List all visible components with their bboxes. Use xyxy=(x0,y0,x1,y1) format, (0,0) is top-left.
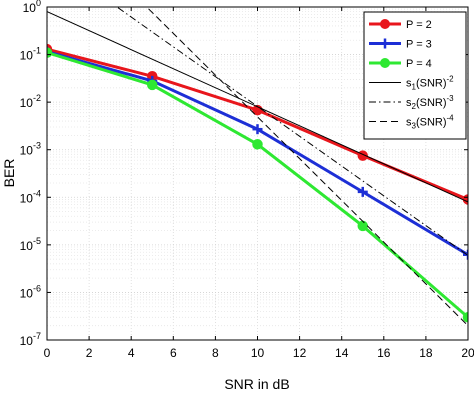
series-2-point xyxy=(357,186,368,197)
x-tick-label: 2 xyxy=(86,346,93,360)
x-tick-label: 14 xyxy=(335,346,349,360)
y-axis-label: BER xyxy=(1,159,17,188)
series-2-point xyxy=(252,124,263,135)
legend-label-3: P = 4 xyxy=(406,58,432,70)
series-3-point xyxy=(252,139,263,150)
axis-ticks: 0 2 4 6 8 10 12 14 16 18 20 100 10-1 10-2 10-3 10-4 10-5… xyxy=(20,0,474,360)
x-tick-label: 4 xyxy=(128,346,135,360)
y-tick-label: 10-7 xyxy=(20,331,41,348)
series-layer xyxy=(47,7,468,327)
series-line-5 xyxy=(116,7,468,256)
y-tick-label: 10-3 xyxy=(20,141,41,158)
legend-marker-1 xyxy=(380,19,390,29)
y-tick-label: 10-6 xyxy=(20,283,41,300)
x-tick-label: 6 xyxy=(170,346,177,360)
y-tick-label: 10-1 xyxy=(20,46,41,63)
y-tick-label: 10-4 xyxy=(20,188,41,205)
grid xyxy=(47,7,468,340)
series-3-point xyxy=(357,220,368,232)
x-axis-label: SNR in dB xyxy=(224,376,289,392)
legend-label-4: s1(SNR)-2 xyxy=(406,75,454,92)
x-tick-label: 16 xyxy=(377,346,391,360)
legend-marker-3 xyxy=(380,58,390,68)
x-tick-label: 10 xyxy=(251,346,265,360)
x-tick-label: 0 xyxy=(44,346,51,360)
series-3-point xyxy=(147,79,158,91)
legend-label-1: P = 2 xyxy=(406,19,432,31)
y-tick-label: 10-2 xyxy=(20,93,41,110)
y-tick-label: 100 xyxy=(23,0,41,15)
series-3-point xyxy=(462,312,468,323)
x-tick-label: 12 xyxy=(293,346,307,360)
x-tick-label: 20 xyxy=(461,346,474,360)
legend-label-6: s3(SNR)-4 xyxy=(406,114,454,131)
legend-box xyxy=(363,11,467,140)
legend-label-2: P = 3 xyxy=(406,39,432,51)
legend-label-5: s2(SNR)-3 xyxy=(406,94,454,111)
x-tick-label: 8 xyxy=(212,346,219,360)
series-line-4 xyxy=(47,11,468,203)
legend: P = 2 P = 3 P = 4 s1(SNR)-2 s2(SNR)-3 s3(SNR)… xyxy=(363,11,467,140)
series-2-point xyxy=(463,249,468,260)
y-tick-label: 10-5 xyxy=(20,236,41,253)
x-tick-label: 18 xyxy=(419,346,433,360)
